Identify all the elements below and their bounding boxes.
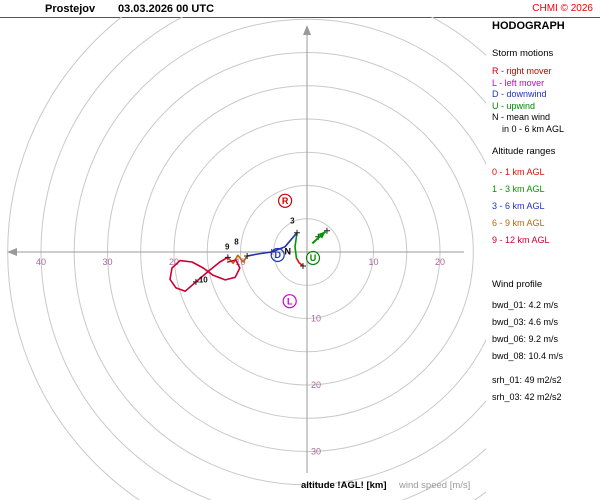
wind-trace-segment-0 bbox=[295, 257, 304, 267]
x-tick-label-30: 30 bbox=[102, 257, 112, 267]
wind-profile-value-0: bwd_01: 4.2 m/s bbox=[492, 300, 559, 310]
altitude-ranges-list: 0 - 1 km AGL 1 - 3 km AGL 3 - 6 km AGL 6 - … bbox=[492, 164, 598, 249]
storm-motion-l: L - left mover bbox=[492, 77, 545, 88]
storm-motions-title: Storm motions bbox=[492, 48, 554, 59]
marker-d: D bbox=[274, 250, 281, 260]
altitude-cross-icon bbox=[294, 229, 301, 236]
altitude-cross-icon bbox=[244, 252, 251, 259]
marker-n: N bbox=[284, 247, 291, 257]
altitude-cross-icon bbox=[224, 254, 231, 261]
altitude-ranges-title: Altitude ranges bbox=[492, 146, 556, 157]
station-name: Prostejov bbox=[45, 3, 96, 15]
storm-motions-list: R - right mover L - left mover D - downwin… bbox=[492, 66, 598, 135]
altitude-range-4: 9 - 12 km AGL bbox=[492, 235, 550, 245]
storm-motion-r: R - right mover bbox=[492, 66, 552, 76]
wind-profile-title: Wind profile bbox=[492, 279, 543, 290]
y-tick-label-30: 30 bbox=[311, 447, 321, 457]
plot-grid: 40 30 20 10 10 20 10 20 30 bbox=[7, 17, 486, 500]
x-tick-label-10: 10 bbox=[368, 257, 378, 267]
altitude-ranges-section: Altitude ranges 0 - 1 km AGL 1 - 3 km AGL… bbox=[492, 146, 598, 249]
altitude-range-3: 6 - 9 km AGL bbox=[492, 218, 545, 228]
wind-profile-value-2: bwd_06: 9.2 m/s bbox=[492, 334, 559, 344]
y-axis-arrow-icon bbox=[303, 25, 311, 35]
header-divider bbox=[0, 17, 600, 18]
altitude-range-1: 1 - 3 km AGL bbox=[492, 184, 545, 194]
altitude-label-9: 9 bbox=[225, 242, 230, 251]
wind-profile-value-3: bwd_08: 10.4 m/s bbox=[492, 351, 564, 361]
x-tick-label-10: 10 bbox=[235, 257, 245, 267]
wind-profile-section: Wind profile bwd_01: 4.2 m/s bwd_03: 4.6 … bbox=[492, 279, 598, 406]
srh-value-0: srh_01: 49 m2/s2 bbox=[492, 375, 562, 385]
altitude-cross-icon bbox=[300, 262, 307, 269]
x-tick-label-20: 20 bbox=[435, 257, 445, 267]
mean-wind-arrowhead-icon bbox=[318, 231, 326, 239]
x-axis-arrow-icon bbox=[7, 248, 17, 256]
srh-list: srh_01: 49 m2/s2 srh_03: 42 m2/s2 bbox=[492, 372, 598, 406]
y-tick-label-10: 10 bbox=[311, 314, 321, 324]
wind-profile-value-1: bwd_03: 4.6 m/s bbox=[492, 317, 559, 327]
marker-circle-d bbox=[270, 247, 285, 263]
x-tick-label-40: 40 bbox=[36, 257, 46, 267]
marker-l: L bbox=[287, 296, 293, 306]
copyright-notice: CHMI © 2026 bbox=[532, 3, 593, 14]
altitude-cross-icon bbox=[192, 278, 199, 285]
marker-circle-u bbox=[305, 250, 321, 266]
legend-panel: HODOGRAPH Storm motions R - right mover L… bbox=[492, 20, 598, 406]
storm-motion-n-sub: in 0 - 6 km AGL bbox=[502, 123, 565, 134]
wind-trace-segment-1 bbox=[294, 231, 298, 259]
storm-motion-d: D - downwind bbox=[492, 89, 547, 99]
srh-value-1: srh_03: 42 m2/s2 bbox=[492, 392, 562, 402]
altitude-range-0: 0 - 1 km AGL bbox=[492, 167, 545, 177]
storm-motion-u: U - upwind bbox=[492, 100, 536, 111]
altitude-label-10: 10 bbox=[199, 276, 208, 285]
marker-circle-r bbox=[278, 193, 293, 208]
altitude-range-2: 3 - 6 km AGL bbox=[492, 201, 545, 211]
storm-motion-n: N - mean wind bbox=[492, 112, 551, 122]
header: Prostejov 03.03.2026 00 UTC CHMI © 2026 bbox=[0, 3, 600, 17]
altitude-axis-caption: altitude !AGL! [km] bbox=[301, 480, 387, 491]
altitude-label-8: 8 bbox=[234, 238, 239, 247]
altitude-label-3: 3 bbox=[290, 216, 295, 225]
x-tick-label-20: 20 bbox=[169, 257, 179, 267]
wind-speed-axis-caption: wind speed [m/s] bbox=[399, 480, 471, 491]
legend-title: HODOGRAPH bbox=[492, 20, 565, 32]
observation-datetime: 03.03.2026 00 UTC bbox=[118, 3, 215, 15]
wind-profile-list: bwd_01: 4.2 m/s bwd_03: 4.6 m/s bwd_06: 9.… bbox=[492, 297, 598, 365]
marker-circle-l bbox=[282, 294, 297, 309]
marker-r: R bbox=[282, 196, 289, 206]
wind-trace-segment-4 bbox=[169, 256, 241, 293]
y-tick-label-20: 20 bbox=[311, 380, 321, 390]
marker-u: U bbox=[310, 253, 317, 263]
